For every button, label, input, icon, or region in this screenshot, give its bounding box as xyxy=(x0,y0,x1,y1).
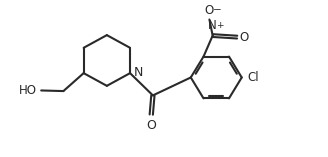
Text: HO: HO xyxy=(19,84,37,97)
Text: N: N xyxy=(134,66,143,79)
Text: O: O xyxy=(240,31,249,44)
Text: Cl: Cl xyxy=(248,71,259,84)
Text: +: + xyxy=(216,21,223,30)
Text: N: N xyxy=(208,19,217,32)
Text: −: − xyxy=(213,5,222,15)
Text: O: O xyxy=(146,119,156,132)
Text: O: O xyxy=(205,4,214,17)
